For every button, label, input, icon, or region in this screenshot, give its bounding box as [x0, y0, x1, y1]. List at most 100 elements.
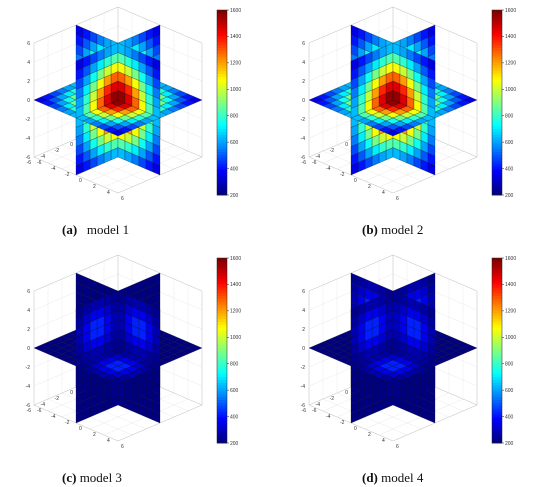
colorbar-segment	[217, 122, 227, 127]
colorbar-segment	[492, 50, 502, 54]
y-tick-label: -2	[55, 396, 60, 402]
y-tick-label: -6	[27, 408, 32, 414]
z-tick-label: 0	[302, 98, 305, 104]
x-tick-label: -2	[340, 420, 345, 426]
colorbar-segment	[492, 82, 502, 86]
colorbar-segment	[492, 266, 502, 270]
x-tick-label: 4	[107, 438, 110, 444]
colorbar-segment	[492, 330, 502, 334]
colorbar-segment	[217, 364, 227, 369]
colorbar: 1600 1400 1200 1000 800 600 400 200	[216, 8, 241, 199]
colorbar-segment	[217, 419, 227, 424]
colorbar-segment	[492, 90, 502, 95]
caption-b-label: (b)	[362, 222, 378, 237]
colorbar-segment	[492, 64, 502, 69]
colorbar-segment	[217, 330, 227, 334]
colorbar-segment	[217, 168, 227, 173]
colorbar-segment	[492, 145, 502, 150]
colorbar-frame	[216, 9, 228, 196]
z-tick-label: -6	[301, 403, 306, 409]
colorbar-segment	[217, 310, 227, 314]
colorbar-segment	[217, 422, 227, 427]
colorbar-frame	[491, 9, 503, 196]
z-tick-label: -6	[26, 403, 31, 409]
colorbar-segment	[217, 116, 227, 121]
z-tick-label: 6	[27, 289, 30, 295]
colorbar-segment	[217, 145, 227, 150]
colorbar-segment	[217, 189, 227, 193]
colorbar-segment	[217, 286, 227, 291]
colorbar-segment	[217, 353, 227, 357]
z-tick-label: 4	[27, 308, 30, 314]
x-tick-label: -6	[312, 160, 317, 166]
colorbar-segment	[217, 186, 227, 190]
colorbar-segment	[217, 50, 227, 54]
colorbar-segment	[217, 350, 227, 354]
z-tick-label: 2	[27, 79, 30, 85]
colorbar-segment	[217, 131, 227, 135]
colorbar-segment	[217, 376, 227, 380]
colorbar-segment	[217, 18, 227, 22]
colorbar-segment	[492, 341, 502, 346]
colorbar-segment	[492, 111, 502, 115]
colorbar-segment	[492, 30, 502, 34]
colorbar-segment	[492, 116, 502, 121]
colorbar-segment	[492, 327, 502, 331]
colorbar-segment	[217, 416, 227, 421]
colorbar-segment	[492, 344, 502, 349]
slice-planes	[33, 272, 203, 424]
colorbar-segment	[492, 281, 502, 285]
colorbar-segment	[492, 128, 502, 132]
colorbar-segment	[492, 125, 502, 129]
colorbar-segment	[217, 96, 227, 101]
colorbar-tick-label: 800	[230, 114, 239, 120]
colorbar-tick-label: 600	[505, 140, 514, 146]
x-tick-label: 2	[368, 432, 371, 438]
colorbar-segment	[492, 278, 502, 282]
colorbar-segment	[492, 186, 502, 190]
colorbar-segment	[217, 56, 227, 60]
y-tick-label: -2	[55, 148, 60, 154]
colorbar-tick-label: 200	[230, 441, 239, 447]
colorbar-tick-label: 1000	[230, 87, 241, 93]
colorbar-segment	[492, 119, 502, 124]
slice-planes	[308, 272, 478, 424]
colorbar-segment	[217, 119, 227, 124]
slice-cell	[427, 305, 436, 319]
colorbar-tick-label: 1200	[230, 61, 241, 67]
caption-d-label: (d)	[362, 470, 378, 485]
z-tick-label: -4	[301, 384, 306, 390]
colorbar-segment	[492, 18, 502, 22]
colorbar-segment	[217, 405, 227, 409]
x-tick-label: -4	[51, 166, 56, 172]
slice-cell	[152, 305, 161, 319]
colorbar-segment	[217, 33, 227, 37]
colorbar-segment	[492, 24, 502, 28]
x-tick-label: 6	[396, 196, 399, 202]
colorbar-tick-label: 600	[230, 140, 239, 146]
colorbar-segment	[492, 105, 502, 109]
colorbar: 1600 1400 1200 1000 800 600 400 200	[491, 256, 516, 447]
y-tick-label: 0	[70, 390, 73, 396]
colorbar-segment	[492, 131, 502, 135]
colorbar-segment	[217, 390, 227, 395]
colorbar-segment	[217, 79, 227, 83]
x-tick-label: 4	[382, 190, 385, 196]
z-tick-label: 2	[27, 327, 30, 333]
colorbar-segment	[217, 295, 227, 299]
colorbar-segment	[217, 370, 227, 375]
x-tick-label: 4	[382, 438, 385, 444]
colorbar-segment	[217, 59, 227, 63]
colorbar-segment	[217, 102, 227, 106]
colorbar-segment	[492, 373, 502, 377]
colorbar-segment	[217, 151, 227, 155]
z-tick-label: 6	[27, 41, 30, 47]
colorbar-segment	[217, 411, 227, 415]
colorbar-segment	[217, 82, 227, 86]
colorbar-segment	[217, 347, 227, 351]
z-tick-label: -4	[26, 136, 31, 142]
colorbar-segment	[217, 292, 227, 296]
x-tick-label: 0	[79, 178, 82, 184]
z-tick-label: -6	[301, 155, 306, 161]
caption-a-text: model 1	[86, 222, 130, 237]
